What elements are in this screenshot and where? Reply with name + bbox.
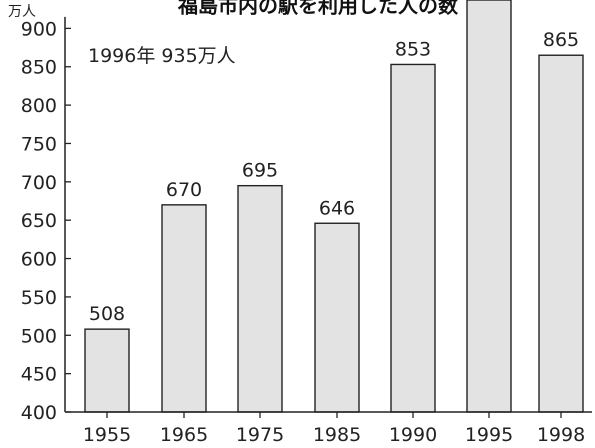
y-tick-label: 450: [21, 364, 57, 386]
bar-1998: [538, 54, 584, 413]
chart-title: 福島市内の駅を利用した人の数: [177, 0, 459, 18]
value-label-1955: 508: [89, 303, 125, 325]
y-tick-label: 750: [21, 133, 57, 155]
bar-1985: [314, 222, 360, 413]
x-tick-label-1985: 1985: [313, 424, 361, 446]
value-label-1965: 670: [166, 179, 202, 201]
bar-1965: [161, 204, 207, 413]
y-tick-label: 400: [21, 402, 57, 424]
bar-1975: [237, 184, 283, 413]
value-label-1975: 695: [242, 160, 278, 182]
bar-1955: [84, 328, 130, 413]
y-tick-label: 900: [21, 18, 57, 40]
bars-group: 508670695646853937865: [84, 0, 584, 413]
x-tick-label-1975: 1975: [236, 424, 284, 446]
value-label-1985: 646: [319, 197, 355, 219]
value-label-1998: 865: [543, 29, 579, 51]
x-tick-label-1998: 1998: [537, 424, 585, 446]
y-tick-label: 550: [21, 287, 57, 309]
y-tick-label: 800: [21, 95, 57, 117]
annotation-1996: 1996年 935万人: [88, 45, 236, 67]
bar-1995: [466, 0, 512, 413]
value-label-1990: 853: [395, 38, 431, 60]
x-tick-label-1955: 1955: [83, 424, 131, 446]
bar-1990: [390, 63, 436, 413]
y-tick-label: 600: [21, 249, 57, 271]
y-axis-unit: 万人: [8, 4, 36, 20]
x-axis: 1955 1965 1975 1985 1990 1995 1998: [65, 411, 592, 446]
y-tick-label: 500: [21, 325, 57, 347]
x-tick-label-1995: 1995: [465, 424, 513, 446]
x-tick-label-1990: 1990: [389, 424, 437, 446]
y-tick-label: 650: [21, 210, 57, 232]
y-tick-label: 700: [21, 172, 57, 194]
x-tick-label-1965: 1965: [160, 424, 208, 446]
y-axis: 400 450 500 550 600 650 700 750 800 850 900: [21, 16, 71, 424]
y-tick-label: 850: [21, 57, 57, 79]
